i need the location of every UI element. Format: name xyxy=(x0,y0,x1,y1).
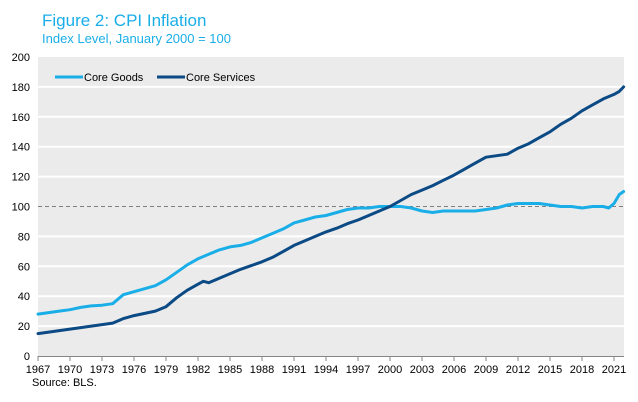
y-tick-label-120: 120 xyxy=(12,172,30,184)
series-line-core-goods xyxy=(36,190,626,316)
x-tick-label-2003: 2003 xyxy=(410,364,434,376)
x-tick-label-1976: 1976 xyxy=(122,364,146,376)
legend-label-core-services: Core Services xyxy=(186,72,256,84)
x-tick-label-1991: 1991 xyxy=(282,364,306,376)
x-tick-label-2012: 2012 xyxy=(506,364,530,376)
y-tick-label-20: 20 xyxy=(18,321,30,333)
series-group xyxy=(36,85,626,336)
x-tick-label-2021: 2021 xyxy=(602,364,626,376)
plot-area xyxy=(38,57,624,356)
x-tick-label-2015: 2015 xyxy=(538,364,562,376)
x-tick-label-2006: 2006 xyxy=(442,364,466,376)
y-tick-label-200: 200 xyxy=(12,52,30,64)
x-tick-label-2000: 2000 xyxy=(378,364,402,376)
legend-label-core-goods: Core Goods xyxy=(84,72,144,84)
x-tick-label-1979: 1979 xyxy=(154,364,178,376)
y-tick-label-100: 100 xyxy=(12,202,30,214)
y-tick-label-80: 80 xyxy=(18,231,30,243)
y-tick-label-140: 140 xyxy=(12,142,30,154)
x-axis: 1967 1970 1973 1976 1979 1982 1985 1988 1991 1994… xyxy=(26,356,626,376)
gridlines xyxy=(38,85,624,328)
x-tick-label-2009: 2009 xyxy=(474,364,498,376)
x-tick-label-1985: 1985 xyxy=(218,364,242,376)
legend: Core Goods Core Services xyxy=(55,72,256,84)
chart-subtitle: Index Level, January 2000 = 100 xyxy=(42,31,232,46)
x-tick-label-1994: 1994 xyxy=(314,364,338,376)
y-tick-label-0: 0 xyxy=(24,351,30,363)
x-tick-label-1988: 1988 xyxy=(250,364,274,376)
x-tick-label-1970: 1970 xyxy=(58,364,82,376)
source-note: Source: BLS. xyxy=(32,377,97,389)
y-tick-label-160: 160 xyxy=(12,112,30,124)
chart-title: Figure 2: CPI Inflation xyxy=(42,11,207,30)
y-axis: 0 20 40 60 80 100 120 140 160 180 200 xyxy=(12,52,30,363)
y-tick-label-180: 180 xyxy=(12,82,30,94)
x-tick-label-1997: 1997 xyxy=(346,364,370,376)
y-tick-label-60: 60 xyxy=(18,261,30,273)
y-tick-label-40: 40 xyxy=(18,291,30,303)
x-tick-label-1973: 1973 xyxy=(90,364,114,376)
x-tick-label-2018: 2018 xyxy=(570,364,594,376)
x-tick-label-1982: 1982 xyxy=(186,364,210,376)
series-line-core-services xyxy=(36,85,626,336)
x-tick-label-1967: 1967 xyxy=(26,364,50,376)
